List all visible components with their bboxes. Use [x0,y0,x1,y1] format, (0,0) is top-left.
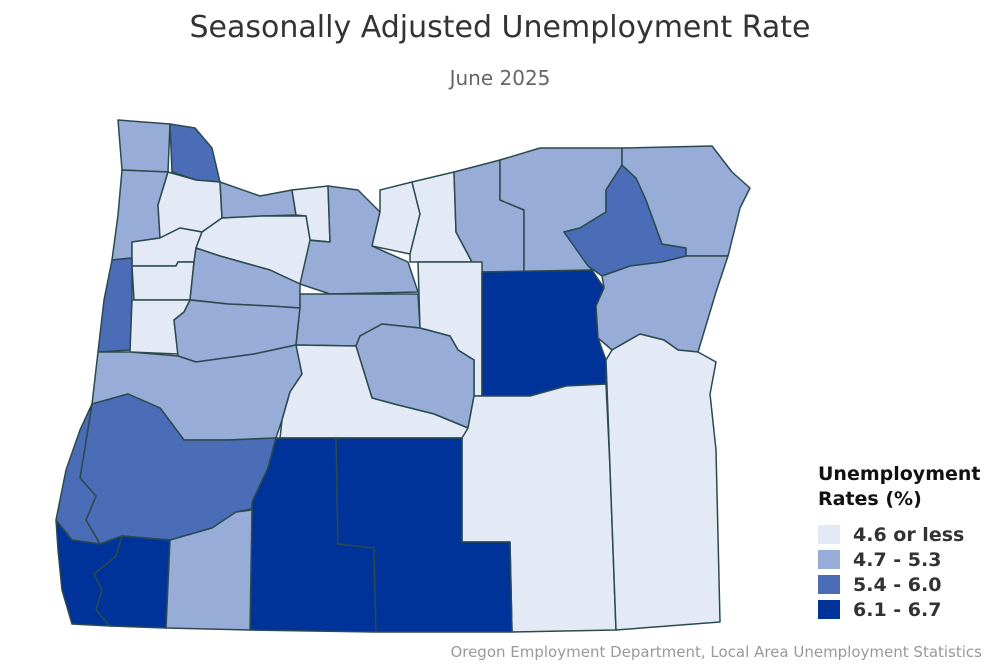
county-harney[interactable] [461,383,617,633]
legend-item: 4.7 - 5.3 [818,547,998,572]
legend-item: 4.6 or less [818,522,998,547]
map-title: Seasonally Adjusted Unemployment Rate [189,10,811,45]
legend-label: 6.1 - 6.7 [853,598,942,621]
legend-label: 4.7 - 5.3 [853,548,942,571]
county-grant[interactable] [481,269,607,397]
legend-swatch [818,600,840,619]
county-multnomah[interactable] [219,181,297,219]
county-lake[interactable] [335,437,513,633]
county-clatsop[interactable] [117,119,171,173]
map-legend: Unemployment Rates (%) 4.6 or less 4.7 -… [818,462,998,622]
legend-label: 4.6 or less [853,523,965,546]
source-note: Oregon Employment Department, Local Area… [450,643,982,661]
county-jackson[interactable] [165,509,253,631]
legend-title-line1: Unemployment [818,463,981,485]
county-lincoln[interactable] [97,257,133,353]
legend-label: 5.4 - 6.0 [853,573,942,596]
legend-swatch [818,525,840,544]
county-malheur[interactable] [605,333,721,631]
legend-swatch [818,575,840,594]
legend-item: 5.4 - 6.0 [818,572,998,597]
legend-item: 6.1 - 6.7 [818,597,998,622]
county-baker[interactable] [595,255,729,353]
county-columbia[interactable] [169,123,221,183]
legend-title: Unemployment Rates (%) [818,462,998,512]
county-polk[interactable] [131,261,195,301]
legend-title-line2: Rates (%) [818,488,922,510]
map-subtitle: June 2025 [449,66,551,90]
legend-swatch [818,550,840,569]
county-wasco[interactable] [299,185,419,295]
